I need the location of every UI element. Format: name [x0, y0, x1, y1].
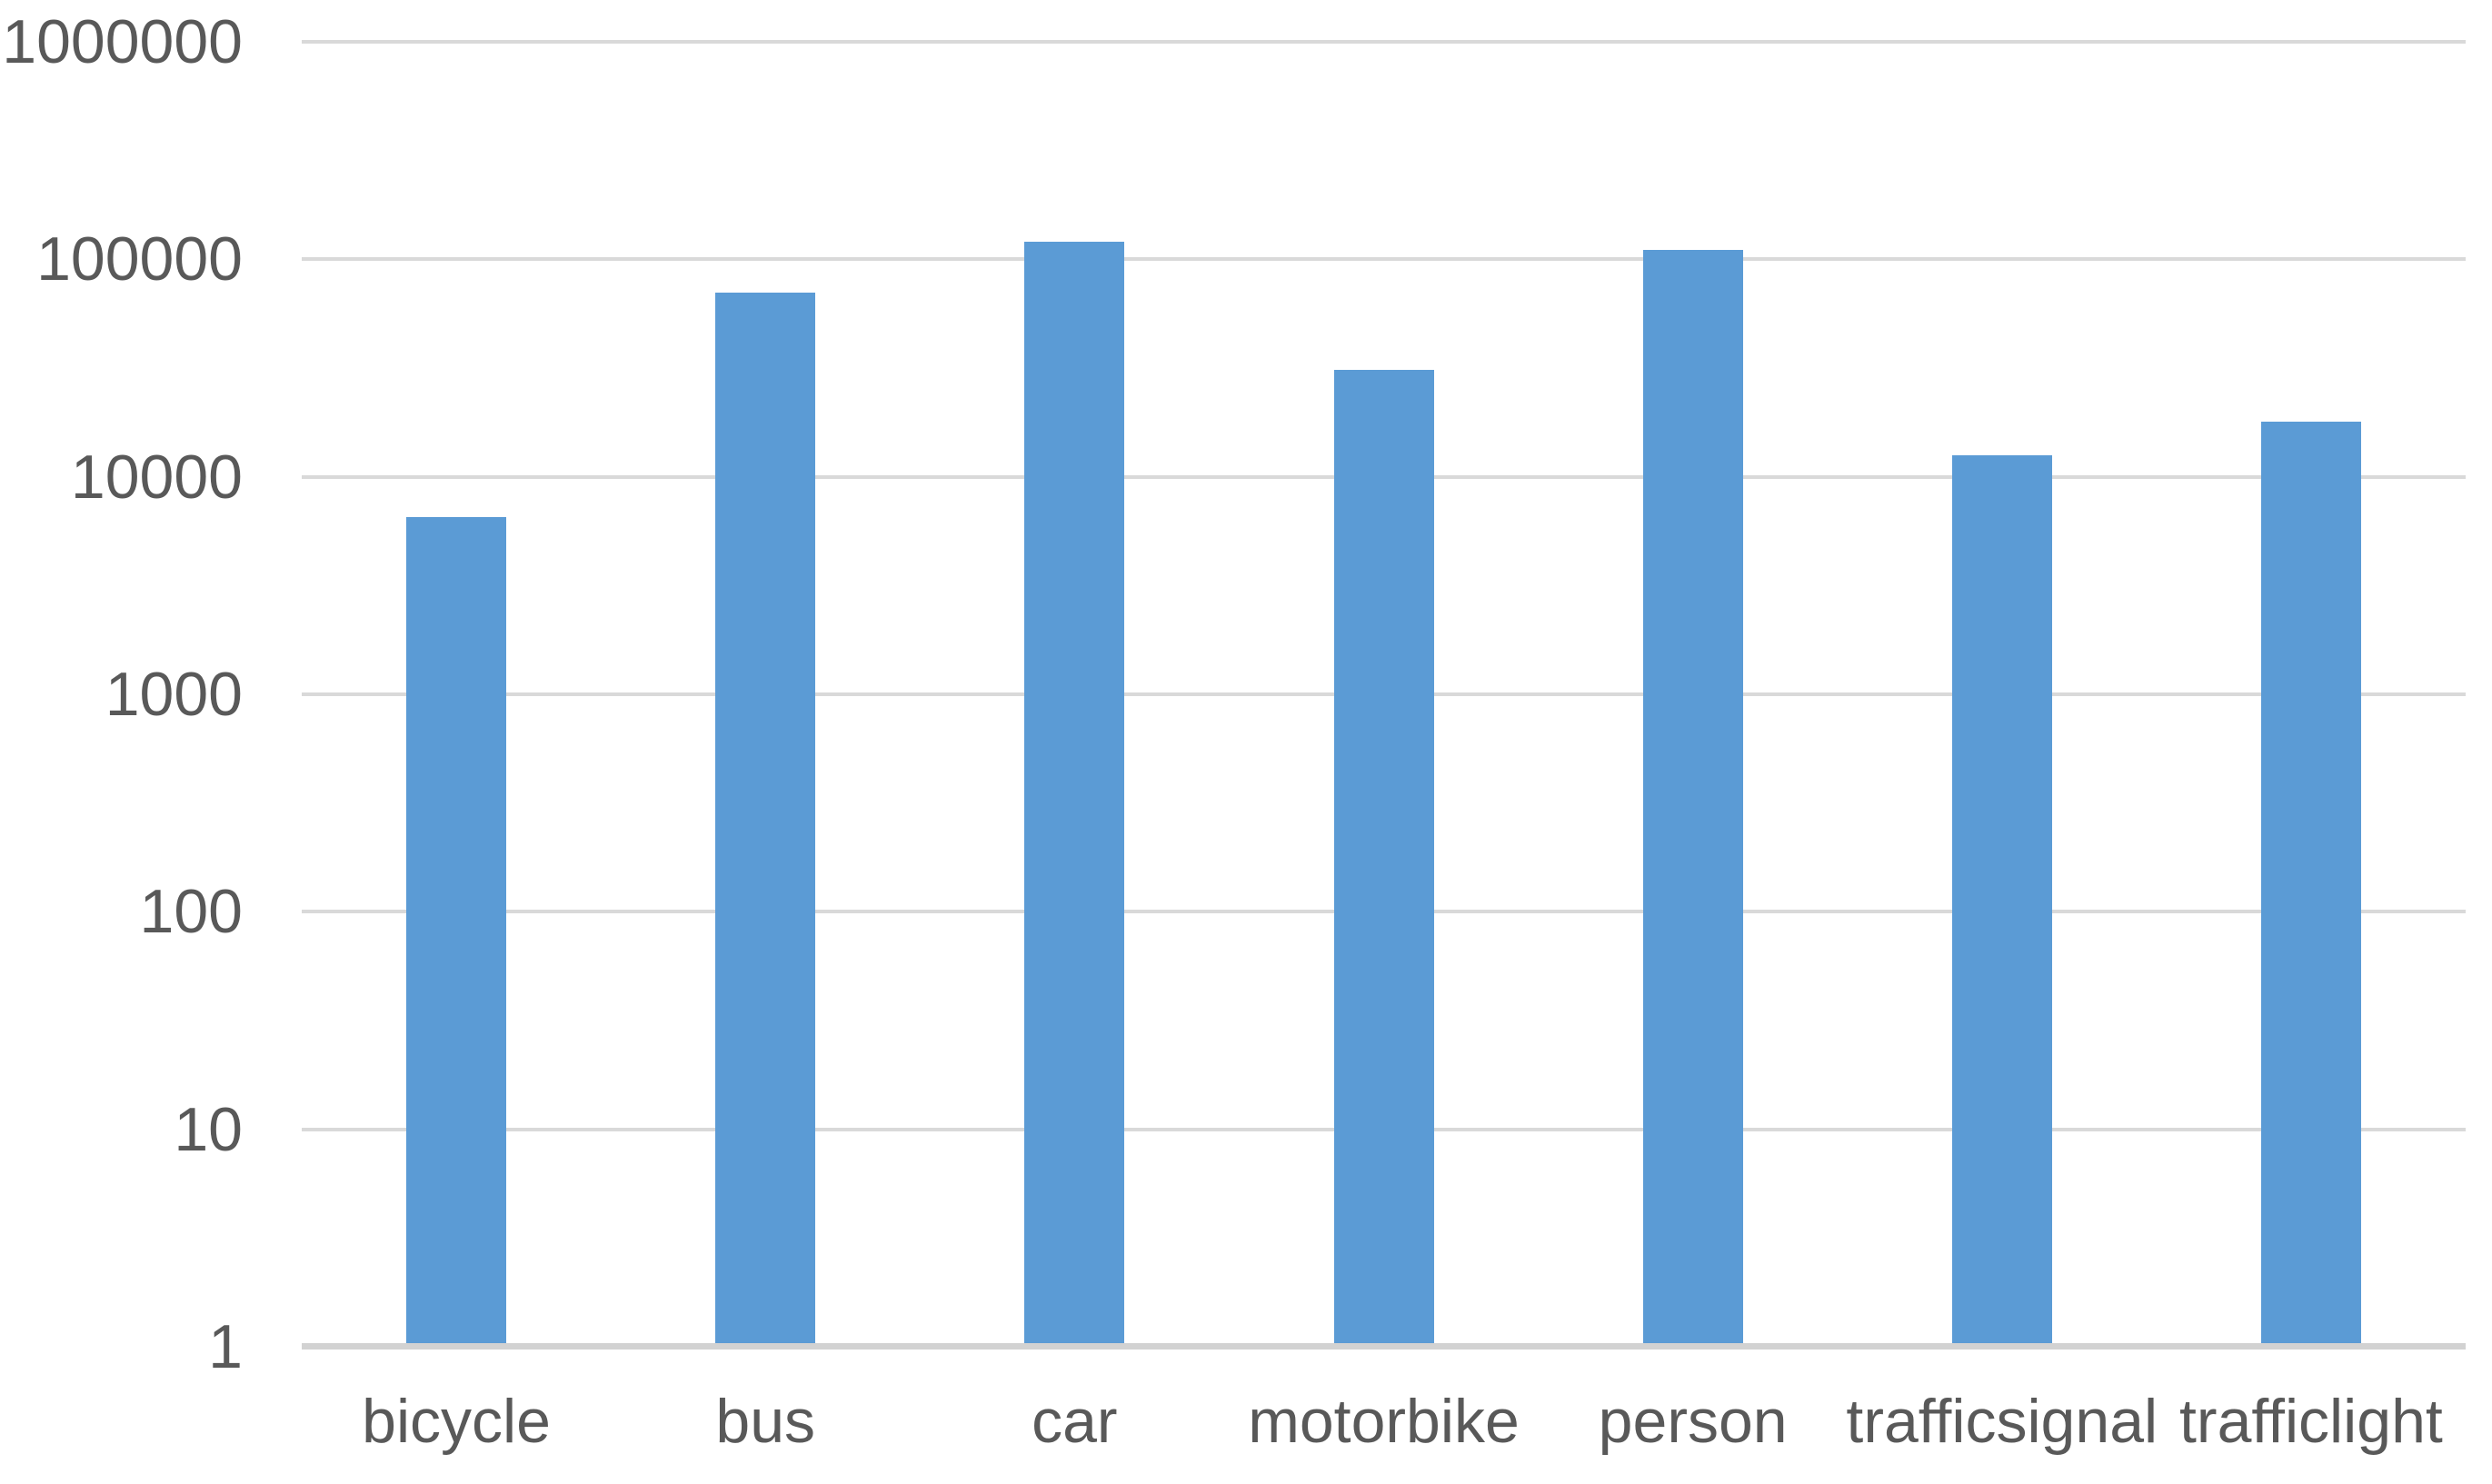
- y-tick-label-100: 100: [139, 877, 243, 947]
- x-tick-label-bus: bus: [715, 1387, 816, 1456]
- x-tick-label-person: person: [1598, 1387, 1788, 1456]
- bar-bicycle: [406, 517, 507, 1343]
- gridline-100000: [302, 257, 2466, 262]
- gridline-1000000: [302, 40, 2466, 44]
- x-axis-line: [302, 1343, 2466, 1350]
- x-tick-label-trafficlight: trafficlight: [2179, 1387, 2443, 1456]
- x-tick-label-car: car: [1032, 1387, 1118, 1456]
- x-tick-label-bicycle: bicycle: [362, 1387, 551, 1456]
- y-tick-label-10: 10: [174, 1094, 243, 1164]
- bar-bus: [715, 293, 816, 1343]
- x-tick-label-motorbike: motorbike: [1248, 1387, 1520, 1456]
- bar-person: [1642, 250, 1743, 1343]
- y-tick-label-1: 1: [208, 1312, 243, 1381]
- y-tick-label-10000: 10000: [70, 442, 243, 512]
- y-tick-label-1000000: 1000000: [2, 7, 243, 76]
- bar-trafficlight: [2260, 421, 2361, 1343]
- bar-car: [1024, 242, 1125, 1343]
- bar-trafficsignal: [1951, 455, 2052, 1343]
- x-tick-label-trafficsignal: trafficsignal: [1846, 1387, 2158, 1456]
- y-tick-label-100000: 100000: [36, 224, 243, 294]
- y-tick-label-1000: 1000: [105, 660, 243, 729]
- bar-motorbike: [1333, 370, 1434, 1343]
